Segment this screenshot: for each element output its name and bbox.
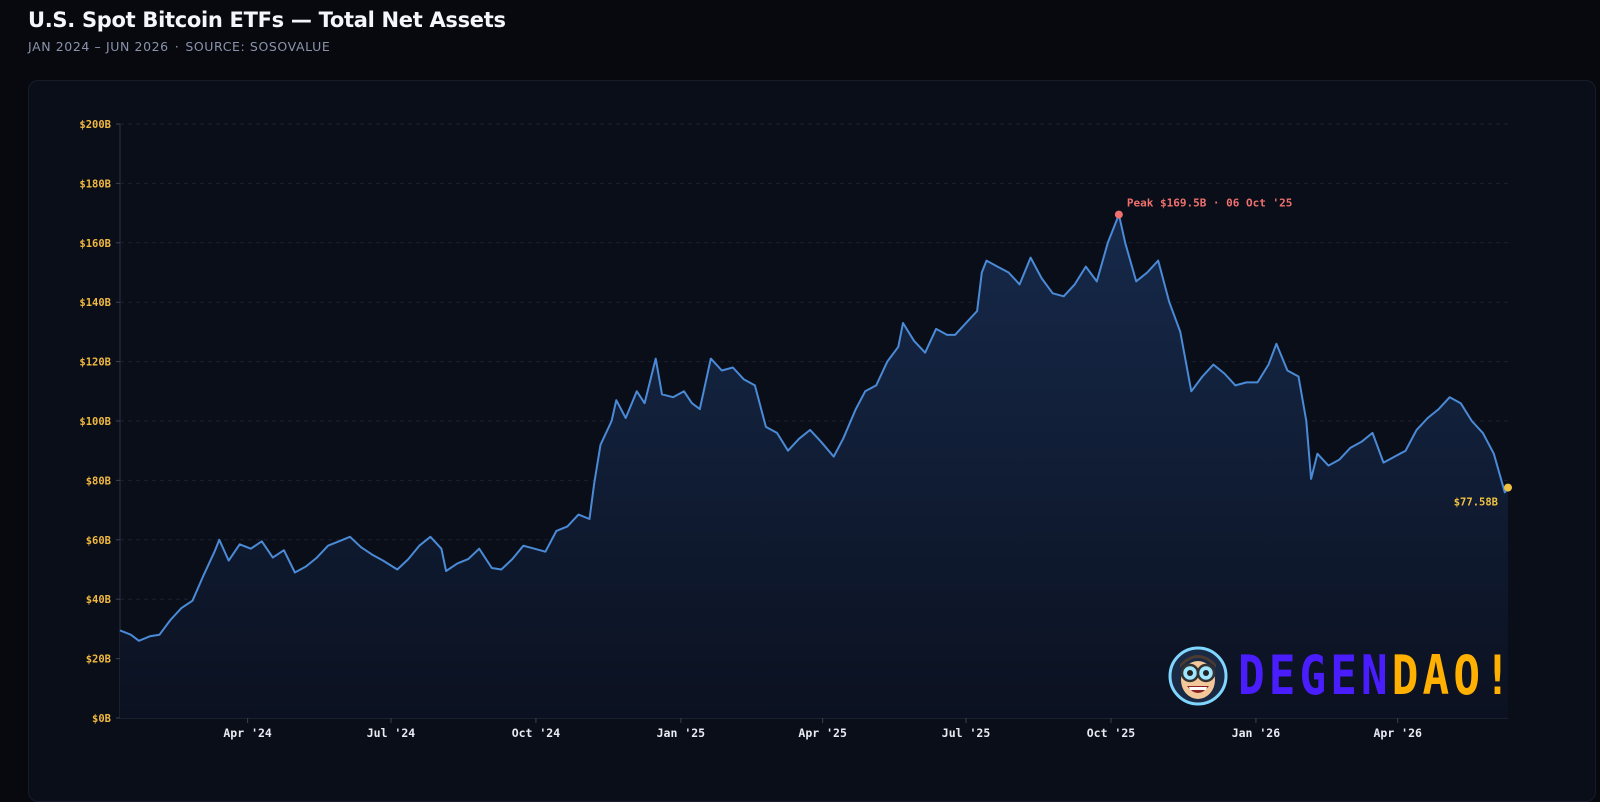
x-tick-label: Apr '25 — [798, 726, 847, 740]
x-tick-label: Jul '24 — [367, 726, 416, 740]
peak-label: Peak $169.5B · 06 Oct '25 — [1127, 197, 1293, 210]
y-tick-label: $200B — [79, 119, 111, 131]
x-tick-label: Jan '26 — [1232, 726, 1281, 740]
chart-subtitle: JAN 2024 – JUN 2026 · SOURCE: SOSOVALUE — [28, 39, 506, 54]
y-tick-label: $160B — [79, 238, 111, 250]
y-tick-label: $100B — [79, 416, 111, 428]
logo-text-part1: DEGEN — [1238, 644, 1392, 707]
chart-title: U.S. Spot Bitcoin ETFs — Total Net Asset… — [28, 8, 506, 32]
subtitle-source: SOURCE: SOSOVALUE — [185, 39, 331, 54]
chart-header: U.S. Spot Bitcoin ETFs — Total Net Asset… — [28, 8, 506, 54]
series-line — [119, 213, 1509, 642]
mascot-face-icon — [1168, 646, 1228, 706]
x-tick-label: Jul '25 — [942, 726, 991, 740]
y-tick-label: $140B — [79, 297, 111, 309]
series-area — [120, 214, 1508, 718]
peak-marker — [1114, 210, 1123, 219]
y-tick-label: $180B — [79, 178, 111, 190]
x-tick-label: Apr '24 — [223, 726, 272, 740]
x-axis-ticks: Apr '24 Jul '24 Oct '24 Jan '25 Apr '25 Jul '… — [223, 718, 1422, 740]
y-axis-ticks: $0B $20B $40B $60B $80B $100B $120B $140B $160B $… — [79, 119, 120, 725]
logo-wordmark: DEGENDAO! — [1238, 649, 1515, 703]
x-tick-label: Apr '26 — [1373, 726, 1422, 740]
y-tick-label: $40B — [86, 594, 111, 606]
subtitle-range: JAN 2024 – JUN 2026 — [28, 39, 169, 54]
x-tick-label: Oct '25 — [1087, 726, 1136, 740]
y-tick-label: $60B — [86, 535, 111, 547]
y-tick-label: $0B — [92, 713, 111, 725]
degendao-logo: DEGENDAO! — [1168, 646, 1576, 706]
y-tick-label: $120B — [79, 357, 111, 369]
area-chart: $0B $20B $40B $60B $80B $100B $120B $140B $160B $… — [79, 119, 1512, 740]
last-value-marker — [1504, 483, 1512, 492]
x-tick-label: Jan '25 — [657, 726, 706, 740]
subtitle-separator: · — [174, 39, 180, 54]
y-tick-label: $80B — [86, 475, 111, 487]
y-tick-label: $20B — [86, 654, 111, 666]
last-value-label: $77.58B — [1454, 497, 1498, 509]
logo-text-part2: DAO! — [1391, 644, 1515, 707]
x-tick-label: Oct '24 — [512, 726, 561, 740]
